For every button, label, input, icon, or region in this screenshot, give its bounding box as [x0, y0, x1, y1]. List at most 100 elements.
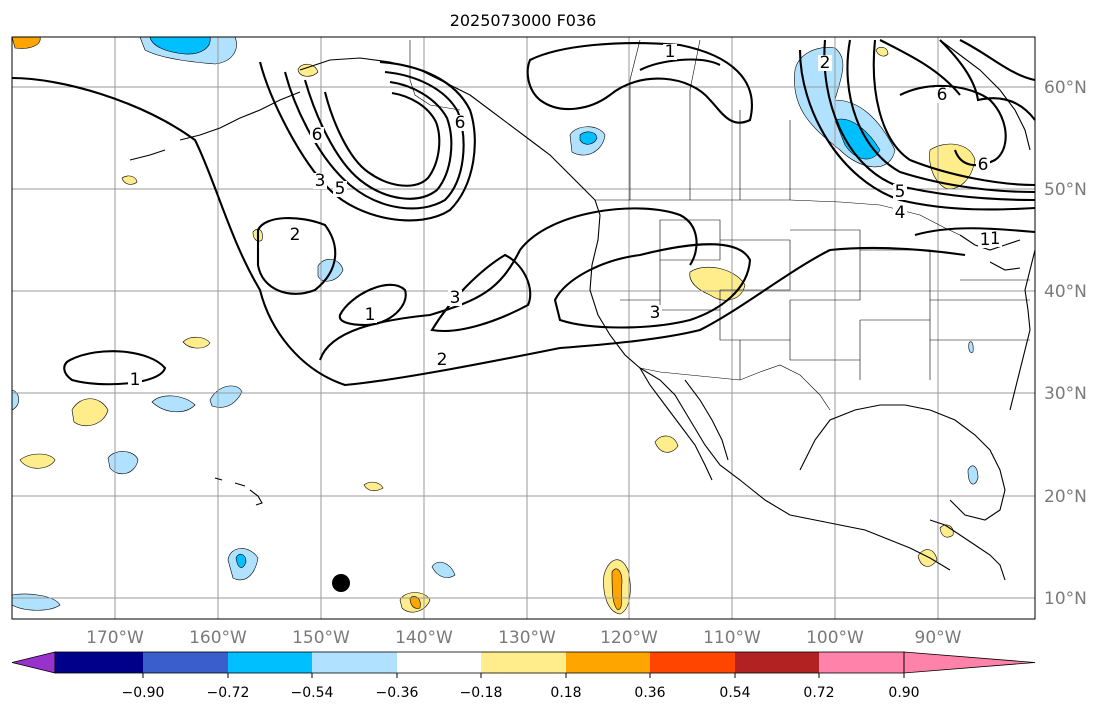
- us-west-coast: [589, 214, 951, 571]
- contour-canada-high-4: [872, 39, 1036, 187]
- anomaly-region: [71, 398, 109, 426]
- anomaly-shading: [11, 36, 979, 615]
- contour-label: 3: [650, 303, 661, 323]
- longitude-tick-label: 130°W: [498, 628, 556, 648]
- contour-label: 1: [130, 370, 141, 390]
- longitude-tick-label: 140°W: [395, 628, 453, 648]
- contour-label: 1: [990, 229, 1001, 249]
- anomaly-region: [875, 46, 889, 57]
- contour-label-background: [935, 87, 949, 103]
- longitude-tick-label: 150°W: [292, 628, 350, 648]
- contour-canada-outer: [879, 39, 1036, 96]
- canadian-provinces: [629, 39, 791, 200]
- contour-2-east-pacific: [256, 216, 337, 295]
- colorbar-tick-label: −0.90: [122, 685, 165, 701]
- hawaii-islands: [214, 477, 263, 506]
- anomaly-region: [409, 596, 421, 609]
- contour-label: 6: [978, 155, 989, 175]
- great-lakes: [959, 234, 1021, 271]
- anomaly-region: [235, 553, 247, 568]
- colorbar-tick-label: 0.36: [634, 685, 665, 701]
- contour-3-offshore: [430, 253, 532, 332]
- contour-label-background: [976, 157, 990, 173]
- coastlines: [129, 39, 1036, 581]
- contour-label-background: [818, 55, 832, 71]
- anomaly-region: [182, 336, 211, 349]
- anomaly-region: [363, 481, 384, 491]
- contour-label-background: [128, 372, 142, 388]
- contour-label: 3: [450, 288, 461, 308]
- us-canada-border: [595, 199, 961, 236]
- gulf-of-mexico-coast: [799, 404, 1006, 521]
- contour-low-gulf-of-alaska-3: [258, 60, 476, 222]
- longitude-tick-label: 170°W: [86, 628, 144, 648]
- map-title: 2025073000 F036: [450, 11, 597, 30]
- map-panel: [11, 36, 1036, 619]
- aleutian-islands: [129, 91, 301, 161]
- colorbar-tick-label: −0.36: [376, 685, 419, 701]
- colorbar-tick-label: 0.90: [888, 685, 919, 701]
- colorbar-segment: [735, 652, 819, 673]
- contour-label-background: [288, 227, 302, 243]
- colorbar-tick-label: 0.18: [550, 685, 581, 701]
- contour-label-background: [893, 205, 907, 221]
- contour-label: 6: [312, 125, 323, 145]
- contour-canada-high-3: [846, 39, 1036, 194]
- anomaly-region: [121, 175, 138, 185]
- contour-label-background: [453, 115, 467, 131]
- anomaly-region: [149, 36, 211, 55]
- colorbar-tick-label: −0.72: [207, 685, 250, 701]
- colorbar-segment: [481, 652, 566, 673]
- alaska-coast: [299, 57, 601, 216]
- contour-label-background: [978, 232, 992, 248]
- anomaly-region: [297, 63, 319, 77]
- anomaly-region: [654, 435, 679, 453]
- map-frame: [11, 36, 1036, 620]
- colorbar-segment: [819, 652, 904, 673]
- contour-label-background: [333, 181, 347, 197]
- political-boundaries: [409, 39, 1030, 411]
- latitude-tick-label: 30°N: [1044, 384, 1087, 404]
- hudson-bay-coast: [939, 39, 1031, 151]
- contour-low-gulf-of-alaska-6: [323, 91, 441, 187]
- map-background: [12, 37, 1035, 619]
- longitude-tick-label: 120°W: [600, 628, 658, 648]
- longitude-labels: 170°W 160°W 150°W 140°W 130°W 120°W 110°W 100°W…: [86, 628, 962, 648]
- anomaly-region: [967, 465, 979, 485]
- contour-label-background: [310, 127, 324, 143]
- colorbar-segment: [566, 652, 650, 673]
- latitude-tick-label: 40°N: [1044, 282, 1087, 302]
- latitude-tick-label: 60°N: [1044, 78, 1087, 98]
- latitude-tick-label: 50°N: [1044, 180, 1087, 200]
- contour-label: 1: [665, 42, 676, 62]
- longitude-tick-label: 100°W: [806, 628, 864, 648]
- contour-label-background: [435, 352, 449, 368]
- contour-3-california: [553, 243, 752, 329]
- contour-label-background: [663, 44, 677, 60]
- contour-label-background: [648, 305, 662, 321]
- contour-label-background: [448, 290, 462, 306]
- contour-2-band: [11, 76, 966, 387]
- us-mexico-border: [639, 364, 831, 411]
- contour-label: 6: [455, 113, 466, 133]
- contour-label: 1: [980, 230, 991, 250]
- colorbar-extend-high: [903, 651, 1036, 674]
- contour-low-gulf-of-alaska-5: [303, 79, 453, 200]
- contour-1-central: [338, 283, 407, 327]
- contour-label: 2: [290, 225, 301, 245]
- contour-label: 2: [437, 350, 448, 370]
- lat-lon-grid: [12, 37, 1035, 619]
- anomaly-region: [929, 143, 976, 189]
- colorbar-tick-label: −0.18: [460, 685, 503, 701]
- contour-low-gulf-of-alaska-4: [283, 70, 465, 210]
- anomaly-region: [689, 266, 746, 301]
- colorbar: −0.90 −0.72 −0.54 −0.36 −0.18 0.18 0.36 0.54 0.7…: [11, 651, 1036, 701]
- east-coast: [1009, 249, 1036, 411]
- contour-label-background: [363, 307, 377, 323]
- anomaly-region: [431, 561, 456, 578]
- latitude-tick-label: 10°N: [1044, 589, 1087, 609]
- colorbar-segment: [143, 652, 228, 673]
- central-america-coast: [929, 519, 1006, 581]
- contour-label: 2: [820, 53, 831, 73]
